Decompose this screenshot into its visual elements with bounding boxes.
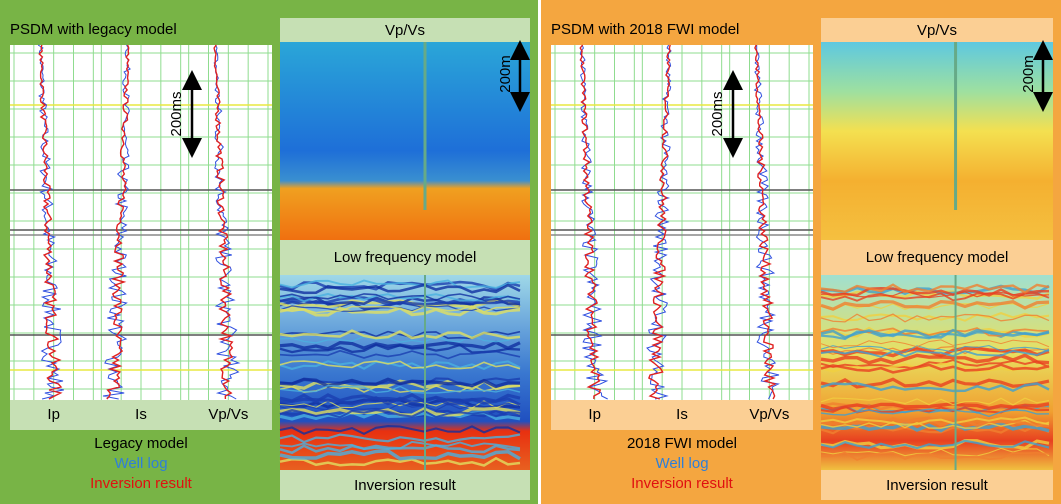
track-label: Ip [47, 406, 60, 423]
figure: PSDM with legacy model 200ms Ip Is Vp/Vs Lega… [0, 0, 1061, 504]
legend-entry: Inversion result [90, 475, 193, 492]
low-frequency-image [280, 42, 530, 240]
legend-entry: Well log [114, 455, 167, 472]
track-label: Ip [588, 406, 601, 423]
time-scale-label: 200ms [168, 91, 185, 136]
image-title: Vp/Vs [917, 22, 957, 39]
panel-title: PSDM with 2018 FWI model [551, 21, 739, 38]
inversion-label: Inversion result [354, 477, 457, 494]
time-scale-label: 200ms [709, 91, 726, 136]
legend-entry: Well log [655, 455, 708, 472]
depth-scale-label: 200m [497, 55, 514, 93]
track-label: Is [676, 406, 688, 423]
legend-entry: 2018 FWI model [627, 435, 737, 452]
panel-title: PSDM with legacy model [10, 21, 177, 38]
low-frequency-label: Low frequency model [866, 249, 1009, 266]
image-title: Vp/Vs [385, 22, 425, 39]
inversion-label: Inversion result [886, 477, 989, 494]
track-label: Vp/Vs [208, 406, 248, 423]
track-label: Vp/Vs [749, 406, 789, 423]
low-frequency-label: Low frequency model [334, 249, 477, 266]
low-frequency-image [821, 42, 1053, 240]
depth-scale-label: 200m [1020, 55, 1037, 93]
legend-entry: Legacy model [94, 435, 187, 452]
track-label: Is [135, 406, 147, 423]
legend-entry: Inversion result [631, 475, 734, 492]
